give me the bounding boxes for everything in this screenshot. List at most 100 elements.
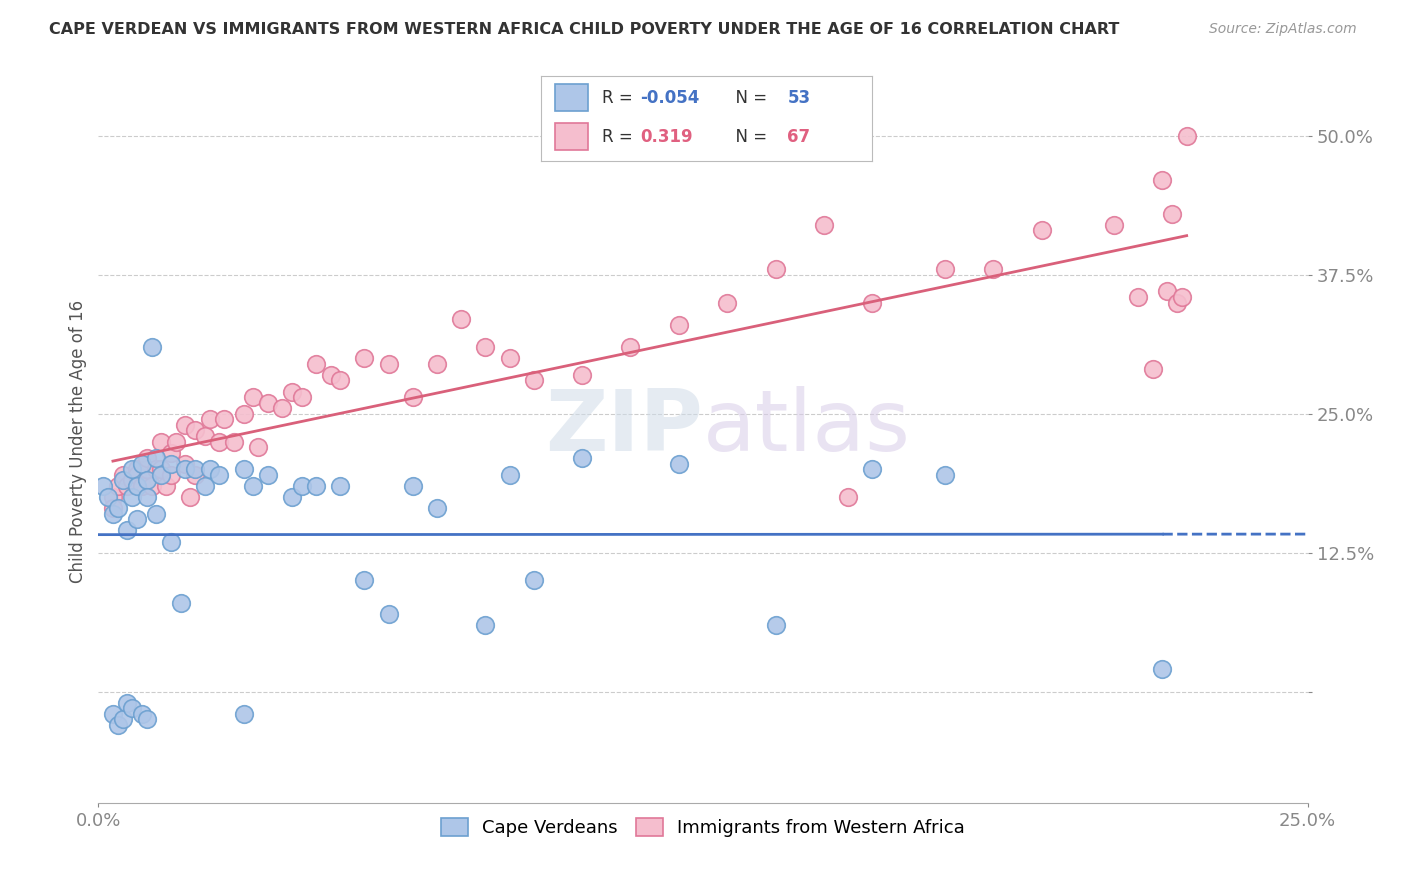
Point [571,368,593,382]
Point [222,434,245,449]
Point [101,706,124,721]
Text: N =: N = [724,128,772,145]
Point [837,490,859,504]
Point [131,479,153,493]
Point [160,467,183,482]
Point [208,467,231,482]
Point [208,434,231,449]
Point [256,467,278,482]
Point [498,351,520,366]
Text: 67: 67 [787,128,811,145]
Point [155,479,177,493]
Point [174,462,197,476]
Point [107,479,129,493]
Point [426,501,449,516]
Point [198,412,221,426]
Point [523,373,546,387]
Point [121,474,143,488]
Point [121,490,143,504]
Point [160,445,183,459]
Point [127,462,149,476]
Point [290,479,312,493]
Point [101,507,124,521]
Point [111,713,134,727]
Text: N =: N = [724,89,772,107]
Point [198,462,221,476]
Point [242,390,264,404]
Point [353,574,375,588]
Point [450,312,472,326]
Point [353,351,375,366]
Text: Source: ZipAtlas.com: Source: ZipAtlas.com [1209,22,1357,37]
Point [117,524,139,538]
Point [121,462,143,476]
Point [141,479,163,493]
Point [1031,223,1053,237]
Point [1166,295,1188,310]
Point [174,457,197,471]
Point [619,340,641,354]
Point [402,479,425,493]
Point [145,451,167,466]
Point [329,373,352,387]
Point [271,401,294,416]
Point [135,462,157,476]
Point [111,467,134,482]
Point [474,340,496,354]
Point [184,424,207,438]
Text: R =: R = [602,89,638,107]
Point [184,467,207,482]
Text: ZIP: ZIP [546,385,703,468]
Point [179,490,201,504]
Point [765,262,787,277]
Point [860,295,883,310]
Point [117,479,139,493]
Point [716,295,738,310]
Point [426,357,449,371]
Point [174,417,197,432]
Point [194,429,217,443]
Point [150,462,173,476]
Point [150,434,173,449]
Point [1102,218,1125,232]
Point [160,457,183,471]
Point [131,457,153,471]
Point [305,357,328,371]
Point [184,462,207,476]
Point [131,706,153,721]
Text: -0.054: -0.054 [641,89,700,107]
Point [135,451,157,466]
Point [150,467,173,482]
Point [160,534,183,549]
Point [305,479,328,493]
Point [91,479,114,493]
Point [377,607,399,621]
Point [242,479,264,493]
Point [934,467,956,482]
Point [141,340,163,354]
Point [127,479,149,493]
Text: CAPE VERDEAN VS IMMIGRANTS FROM WESTERN AFRICA CHILD POVERTY UNDER THE AGE OF 16: CAPE VERDEAN VS IMMIGRANTS FROM WESTERN … [49,22,1119,37]
Point [934,262,956,277]
FancyBboxPatch shape [554,85,588,112]
Point [232,462,254,476]
Point [1152,173,1174,187]
Point [135,474,157,488]
Point [135,490,157,504]
Text: 53: 53 [787,89,811,107]
Point [402,390,425,404]
Point [107,501,129,516]
Text: atlas: atlas [703,385,911,468]
Point [668,318,690,332]
Point [247,440,270,454]
Point [145,462,167,476]
Point [860,462,883,476]
Text: 0.319: 0.319 [641,128,693,145]
Point [256,395,278,409]
Point [765,618,787,632]
Point [571,451,593,466]
Point [377,357,399,371]
Point [281,490,304,504]
Legend: Cape Verdeans, Immigrants from Western Africa: Cape Verdeans, Immigrants from Western A… [433,811,973,845]
Point [813,218,835,232]
